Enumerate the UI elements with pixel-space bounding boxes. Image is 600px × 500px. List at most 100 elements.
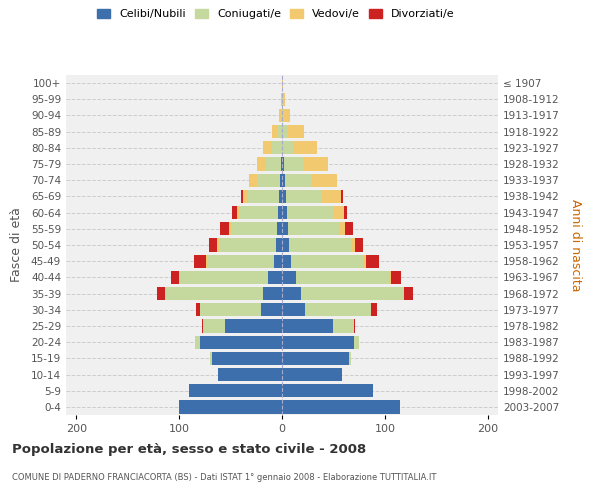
Bar (241, 190, 243, 203)
Bar (209, 238, 217, 252)
Bar (282, 254, 291, 268)
Bar (391, 270, 401, 284)
Bar (218, 368, 282, 381)
Bar (277, 125, 282, 138)
Bar (220, 222, 229, 235)
Bar (226, 320, 282, 332)
Bar (239, 206, 278, 220)
Bar (249, 174, 257, 187)
Bar (179, 270, 180, 284)
Bar (277, 222, 282, 235)
Bar (302, 158, 328, 170)
Bar (345, 222, 353, 235)
Bar (340, 222, 345, 235)
Bar (207, 254, 274, 268)
Bar (305, 303, 371, 316)
Bar (203, 320, 226, 332)
Bar (282, 336, 354, 349)
Bar (283, 92, 285, 106)
Bar (282, 174, 285, 187)
Bar (257, 174, 280, 187)
Bar (282, 270, 296, 284)
Bar (349, 352, 351, 365)
Bar (282, 141, 295, 154)
Bar (287, 206, 334, 220)
Bar (355, 238, 363, 252)
Y-axis label: Fasce di età: Fasce di età (10, 208, 23, 282)
Bar (196, 303, 200, 316)
Bar (190, 384, 282, 398)
Bar (371, 303, 377, 316)
Bar (219, 238, 276, 252)
Bar (389, 270, 391, 284)
Bar (295, 141, 317, 154)
Bar (282, 287, 301, 300)
Bar (206, 254, 207, 268)
Bar (279, 190, 282, 203)
Bar (322, 190, 341, 203)
Bar (334, 206, 344, 220)
Bar (282, 400, 400, 413)
Bar (212, 352, 282, 365)
Bar (229, 222, 230, 235)
Bar (282, 109, 284, 122)
Bar (230, 222, 277, 235)
Text: COMUNE DI PADERNO FRANCIACORTA (BS) - Dati ISTAT 1° gennaio 2008 - Elaborazione : COMUNE DI PADERNO FRANCIACORTA (BS) - Da… (12, 472, 436, 482)
Bar (232, 206, 237, 220)
Bar (180, 270, 268, 284)
Bar (354, 320, 355, 332)
Bar (194, 336, 200, 349)
Bar (282, 238, 289, 252)
Bar (288, 222, 340, 235)
Bar (282, 368, 341, 381)
Bar (280, 174, 282, 187)
Bar (282, 303, 305, 316)
Bar (278, 206, 282, 220)
Bar (262, 303, 282, 316)
Bar (272, 141, 282, 154)
Bar (367, 254, 379, 268)
Text: Popolazione per età, sesso e stato civile - 2008: Popolazione per età, sesso e stato civil… (12, 442, 366, 456)
Bar (282, 158, 284, 170)
Bar (272, 125, 277, 138)
Bar (237, 206, 239, 220)
Bar (282, 125, 288, 138)
Text: Femmine: Femmine (0, 499, 1, 500)
Bar (282, 206, 287, 220)
Bar (404, 287, 413, 300)
Bar (282, 190, 286, 203)
Bar (248, 190, 279, 203)
Bar (263, 287, 282, 300)
Bar (165, 287, 166, 300)
Bar (403, 287, 404, 300)
Bar (281, 158, 282, 170)
Bar (166, 287, 263, 300)
Bar (311, 174, 337, 187)
Bar (217, 238, 219, 252)
Bar (282, 352, 349, 365)
Bar (200, 336, 282, 349)
Bar (282, 384, 373, 398)
Y-axis label: Anni di nascita: Anni di nascita (569, 198, 582, 291)
Bar (284, 109, 290, 122)
Bar (179, 400, 282, 413)
Bar (281, 92, 282, 106)
Bar (257, 158, 266, 170)
Bar (171, 270, 179, 284)
Legend: Celibi/Nubili, Coniugati/e, Vedovi/e, Divorziati/e: Celibi/Nubili, Coniugati/e, Vedovi/e, Di… (94, 6, 458, 22)
Bar (282, 222, 288, 235)
Bar (354, 336, 359, 349)
Bar (194, 254, 206, 268)
Bar (274, 254, 282, 268)
Bar (363, 254, 367, 268)
Bar (285, 174, 311, 187)
Bar (279, 109, 281, 122)
Bar (286, 190, 322, 203)
Bar (341, 190, 343, 203)
Bar (200, 303, 262, 316)
Bar (291, 254, 363, 268)
Bar (276, 238, 282, 252)
Bar (282, 92, 283, 106)
Bar (210, 352, 212, 365)
Bar (344, 206, 347, 220)
